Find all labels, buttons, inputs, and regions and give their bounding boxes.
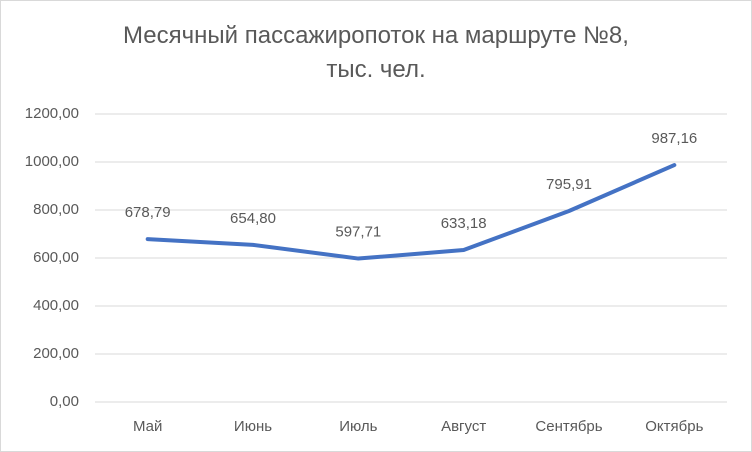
y-tick-label: 1200,00 [25, 105, 79, 122]
y-tick-label: 400,00 [33, 297, 79, 314]
x-tick-label: Сентябрь [535, 418, 602, 435]
line [145, 163, 677, 261]
y-tick-label: 600,00 [33, 249, 79, 266]
y-tick-label: 1000,00 [25, 153, 79, 170]
data-label: 678,79 [125, 204, 171, 221]
data-label: 633,18 [441, 215, 487, 232]
data-label: 654,80 [230, 210, 276, 227]
y-tick-label: 200,00 [33, 345, 79, 362]
chart-title: Месячный пассажиропоток на маршруте №8, … [123, 22, 629, 83]
data-label: 987,16 [651, 130, 697, 147]
x-tick-label: Октябрь [645, 418, 703, 435]
x-tick-label: Июль [339, 418, 377, 435]
x-tick-label: Май [133, 418, 162, 435]
x-tick-label: Июнь [234, 418, 272, 435]
data-label: 795,91 [546, 176, 592, 193]
x-tick-label: Август [441, 418, 486, 435]
y-tick-label: 0,00 [50, 393, 79, 410]
y-tick-label: 800,00 [33, 201, 79, 218]
data-label: 597,71 [335, 224, 381, 241]
